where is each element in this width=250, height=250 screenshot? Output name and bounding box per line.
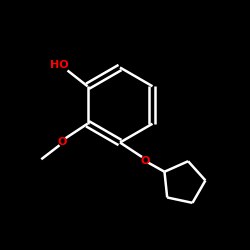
Text: O: O xyxy=(58,137,67,147)
Text: O: O xyxy=(140,156,150,166)
Text: HO: HO xyxy=(50,60,68,70)
